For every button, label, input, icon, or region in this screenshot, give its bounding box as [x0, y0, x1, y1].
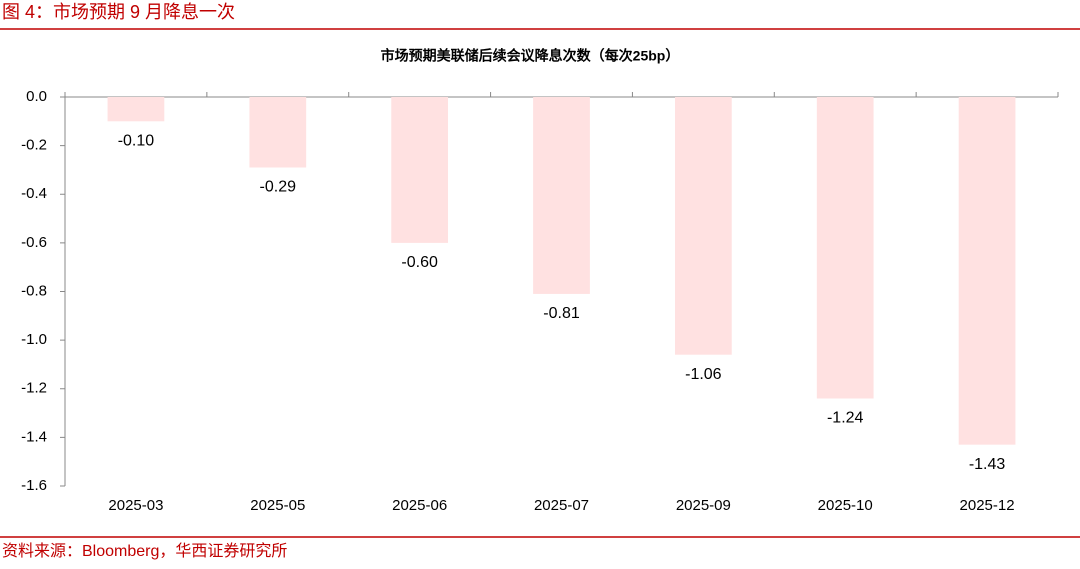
bar: [249, 97, 307, 168]
value-label: -0.81: [543, 305, 580, 322]
y-tick-label: 0.0: [26, 88, 47, 105]
y-tick-label: -0.8: [21, 282, 47, 299]
y-tick-label: -0.6: [21, 234, 47, 251]
y-tick-label: -0.2: [21, 137, 47, 154]
x-tick-label: 2025-05: [250, 497, 305, 514]
bar: [391, 97, 449, 243]
value-label: -0.10: [118, 133, 155, 150]
x-tick-label: 2025-07: [534, 497, 589, 514]
x-tick-label: 2025-06: [392, 497, 447, 514]
y-tick-label: -0.4: [21, 185, 47, 202]
bar: [107, 97, 165, 122]
y-tick-label: -1.4: [21, 428, 47, 445]
plot: 0.0 -0.2 -0.4 -0.6 -0.8 -1.0 -1.2 -1.4 -1.6 2025-…: [21, 88, 1059, 514]
x-tick-label: 2025-03: [108, 497, 163, 514]
value-label: -1.43: [969, 456, 1006, 473]
source: 资料来源：Bloomberg，华西证券研究所: [2, 542, 287, 560]
figure-title: 图 4：市场预期 9 月降息一次: [2, 2, 235, 22]
bar: [674, 97, 732, 355]
chart-title: 市场预期美联储后续会议降息次数（每次25bp）: [381, 48, 680, 64]
y-tick-label: -1.0: [21, 331, 47, 348]
y-tick-label: -1.2: [21, 380, 47, 397]
x-tick-label: 2025-09: [676, 497, 731, 514]
value-label: -0.29: [260, 179, 297, 196]
value-label: -1.06: [685, 366, 722, 383]
bar: [816, 97, 874, 399]
x-tick-label: 2025-12: [960, 497, 1015, 514]
bar: [958, 97, 1016, 445]
value-label: -1.24: [827, 410, 864, 427]
x-tick-label: 2025-10: [818, 497, 873, 514]
bar: [533, 97, 590, 294]
y-tick-label: -1.6: [21, 477, 47, 494]
value-label: -0.60: [401, 254, 438, 271]
